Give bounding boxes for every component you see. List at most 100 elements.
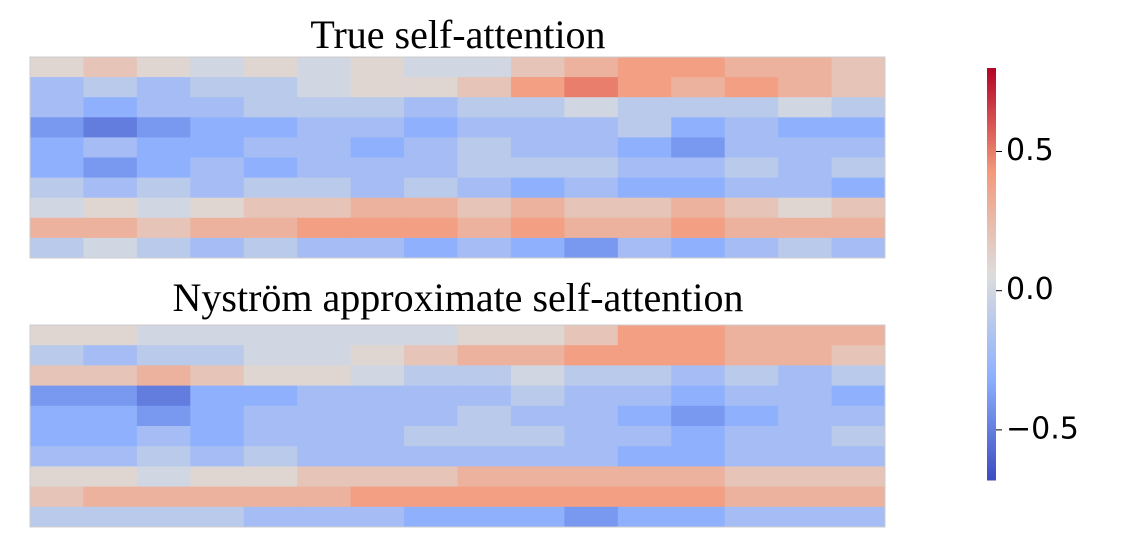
colorbar-segment: [987, 274, 996, 278]
heatmap-cell: [190, 506, 245, 528]
heatmap-cell: [617, 385, 672, 407]
heatmap-cell: [136, 365, 191, 387]
heatmap-cell: [350, 77, 405, 98]
colorbar-segment: [987, 466, 996, 471]
heatmap-cell: [297, 197, 352, 219]
colorbar-segment: [987, 387, 996, 392]
heatmap-cell: [350, 446, 405, 467]
heatmap-cell: [778, 177, 833, 199]
heatmap-cell: [243, 426, 298, 447]
colorbar-segment: [987, 208, 996, 213]
heatmap-frame: [29, 324, 886, 528]
heatmap-cell: [404, 486, 458, 508]
heatmap-cell: [778, 486, 833, 508]
heatmap-cell: [831, 426, 886, 447]
heatmap-cell: [190, 117, 245, 138]
heatmap-cell: [510, 405, 565, 427]
colorbar-segment: [987, 112, 996, 117]
heatmap-cell: [831, 57, 886, 78]
heatmap-cell: [30, 426, 84, 447]
colorbar-segment: [987, 146, 996, 151]
colorbar-segment: [987, 445, 996, 450]
heatmap-cell: [457, 97, 512, 118]
heatmap-cell: [297, 217, 352, 239]
heatmap-cell: [724, 157, 779, 179]
colorbar-segment: [987, 71, 996, 76]
heatmap-cell: [404, 57, 458, 78]
heatmap-cell: [724, 97, 779, 118]
heatmap-cell: [510, 157, 565, 179]
heatmap-cell: [724, 486, 779, 508]
heatmap-cell: [510, 197, 565, 219]
heatmap-cell: [190, 237, 245, 259]
colorbar-segment: [987, 442, 996, 447]
heatmap-cell: [510, 345, 565, 366]
heatmap-cell: [510, 325, 565, 346]
heatmap-cell: [136, 325, 191, 346]
heatmap-cell: [243, 466, 298, 488]
heatmap-cell: [564, 57, 619, 78]
colorbar-segment: [987, 98, 996, 103]
heatmap-cell: [617, 237, 672, 259]
heatmap-cell: [350, 97, 405, 118]
colorbar-segment: [987, 298, 996, 302]
heatmap-cell: [350, 117, 405, 138]
heatmap-cell: [136, 446, 191, 467]
heatmap-cell: [617, 325, 672, 346]
heatmap-cell: [297, 385, 352, 407]
heatmap-cell: [831, 506, 886, 528]
colorbar-segment: [987, 171, 996, 175]
colorbar-segment: [987, 105, 996, 110]
heatmap-cell: [617, 466, 672, 488]
heatmap-cell: [457, 365, 512, 387]
colorbar-segment: [987, 177, 996, 182]
heatmap-cell: [136, 237, 191, 259]
heatmap-cell: [30, 486, 84, 508]
heatmap-cell: [136, 57, 191, 78]
heatmap-cell: [83, 197, 138, 219]
heatmap-cell: [778, 385, 833, 407]
heatmap-cell: [243, 486, 298, 508]
heatmap-cell: [243, 506, 298, 528]
heatmap-cell: [564, 137, 619, 158]
heatmap-cell: [724, 57, 779, 78]
colorbar-segment: [987, 122, 996, 127]
colorbar-segment: [987, 68, 996, 72]
colorbar-tick-label: −0.5: [1006, 411, 1079, 446]
heatmap-cell: [564, 97, 619, 118]
heatmap-cell: [404, 385, 458, 407]
heatmap-cell: [243, 237, 298, 259]
colorbar-segment: [987, 181, 996, 186]
colorbar-segment: [987, 92, 996, 96]
heatmap-cell: [404, 426, 458, 447]
heatmap-cell: [617, 426, 672, 447]
colorbar-segment: [987, 191, 996, 196]
heatmap-cell: [671, 405, 726, 427]
heatmap-cell: [243, 365, 298, 387]
heatmap-cell: [30, 177, 84, 199]
heatmap-cell: [83, 385, 138, 407]
heatmap-cell: [617, 446, 672, 467]
heatmap-cell: [510, 77, 565, 98]
heatmap-cell: [564, 426, 619, 447]
colorbar-segment: [987, 394, 996, 399]
heatmap-cell: [350, 57, 405, 78]
heatmap-cell: [457, 446, 512, 467]
heatmap-cell: [83, 365, 138, 387]
colorbar-segment: [987, 253, 996, 258]
heatmap-cell: [831, 486, 886, 508]
colorbar-segment: [987, 184, 996, 189]
heatmap-cell: [190, 325, 245, 346]
heatmap-cell: [243, 157, 298, 179]
heatmap-cell: [136, 466, 191, 488]
colorbar-segment: [987, 455, 996, 460]
heatmap-cell: [297, 57, 352, 78]
heatmap-cell: [510, 446, 565, 467]
heatmap-cell: [457, 405, 512, 427]
heatmap-cell: [724, 405, 779, 427]
heatmap-cell: [778, 365, 833, 387]
heatmap-cell: [404, 137, 458, 158]
heatmap-cell: [190, 57, 245, 78]
colorbar-segment: [987, 277, 996, 282]
